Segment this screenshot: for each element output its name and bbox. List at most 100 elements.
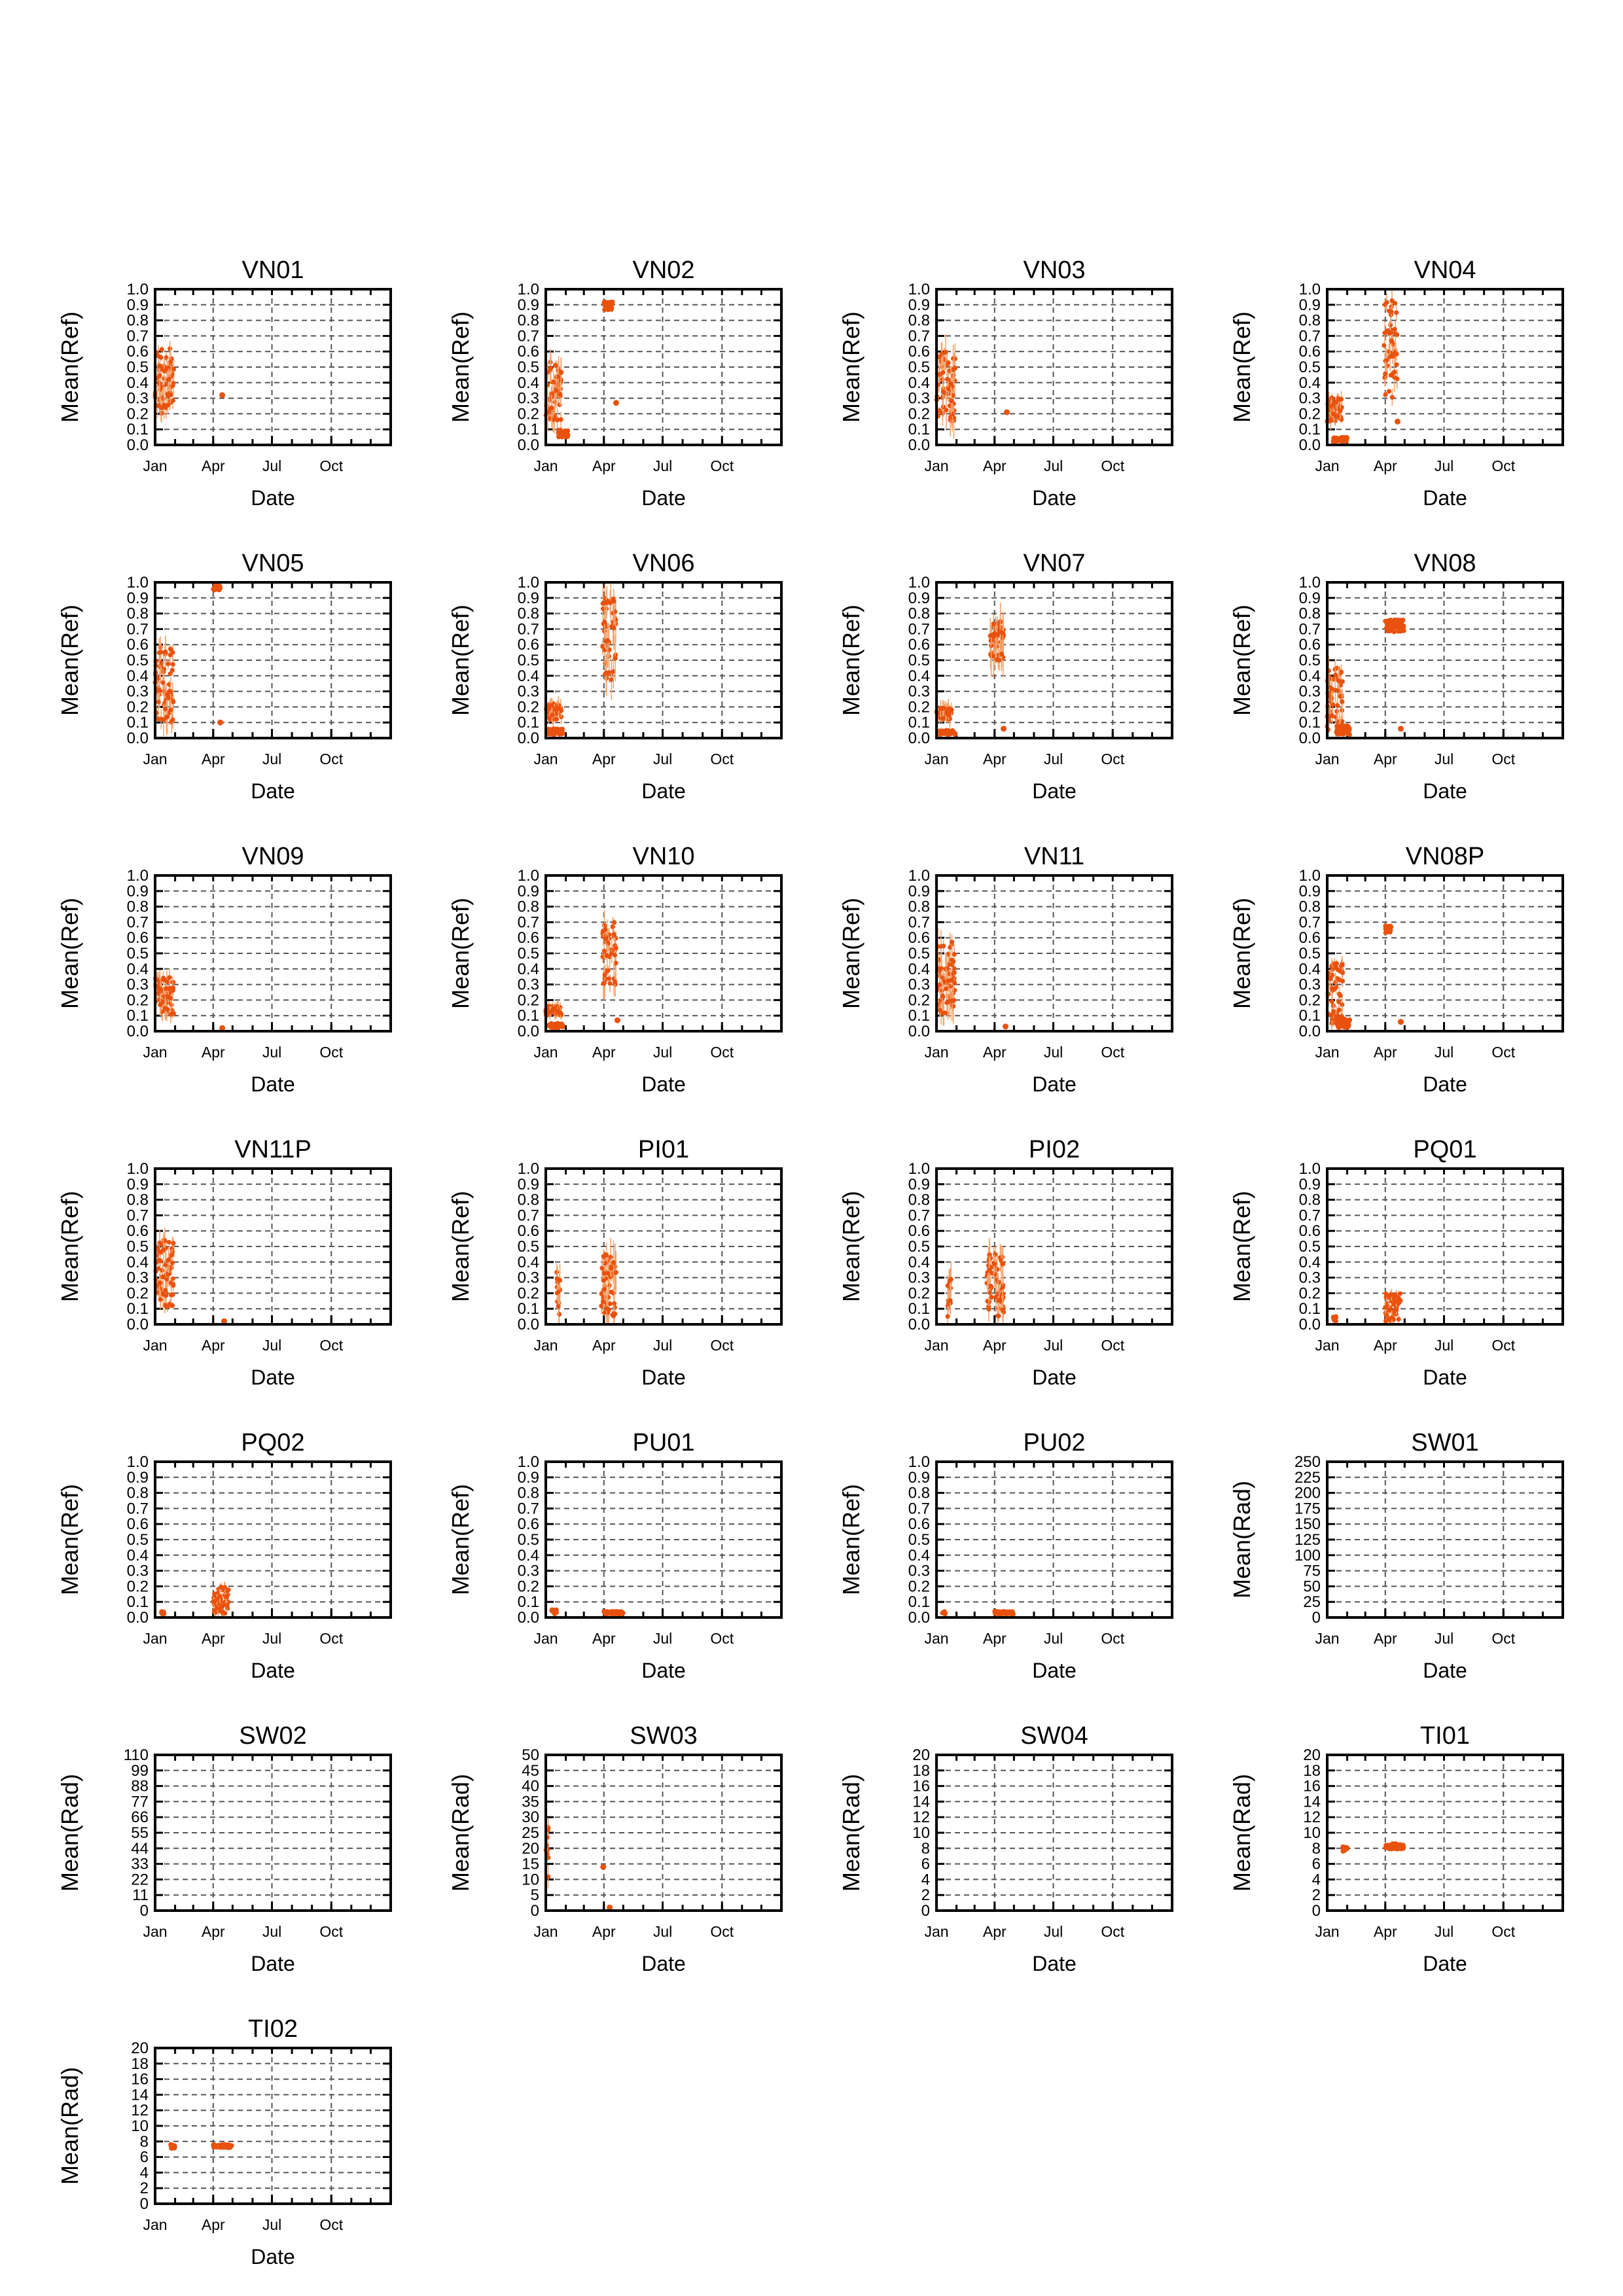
chart-vn01-point bbox=[170, 398, 175, 403]
chart-pi02-ytick-label: 0.6 bbox=[908, 1222, 930, 1240]
chart-pq02-ylabel: Mean(Ref) bbox=[56, 1484, 83, 1595]
chart-vn02-ytick-label: 0.8 bbox=[518, 312, 539, 330]
chart-vn01-xtick-label: Apr bbox=[202, 457, 225, 474]
chart-vn01-ytick-label: 0.2 bbox=[127, 405, 149, 423]
chart-vn02-ytick-label: 0.9 bbox=[518, 296, 539, 314]
chart-vn04-point bbox=[1389, 304, 1394, 309]
chart-pi02-ytick-label: 0.9 bbox=[908, 1176, 930, 1193]
chart-vn08-point bbox=[1335, 703, 1340, 708]
chart-vn09-ytick-label: 0.0 bbox=[127, 1023, 149, 1040]
chart-pi02-xtick-label: Jul bbox=[1044, 1337, 1063, 1354]
chart-pi01-xtick-label: Apr bbox=[592, 1337, 616, 1354]
chart-pi02-point bbox=[996, 1280, 1001, 1285]
chart-vn08-ytick-label: 0.1 bbox=[1299, 714, 1321, 732]
chart-vn05-ytick-label: 0.8 bbox=[127, 605, 149, 623]
chart-vn09-point bbox=[158, 987, 163, 992]
chart-pi01-point bbox=[556, 1303, 561, 1309]
chart-pq02-point bbox=[211, 1608, 217, 1614]
chart-vn04-point bbox=[1329, 395, 1334, 400]
chart-vn08-ytick-label: 0.5 bbox=[1299, 652, 1321, 669]
chart-sw02-ytick-label: 44 bbox=[131, 1840, 149, 1858]
chart-sw01-xtick-label: Oct bbox=[1491, 1630, 1515, 1647]
chart-pi01-frame bbox=[544, 1167, 783, 1326]
chart-vn11p-xtick-label: Jan bbox=[143, 1337, 167, 1354]
chart-vn02-ylabel: Mean(Ref) bbox=[447, 311, 474, 423]
chart-sw04-ytick-label: 0 bbox=[921, 1902, 930, 1920]
chart-vn11-xtick-label: Jan bbox=[924, 1044, 948, 1061]
chart-vn08-point bbox=[1388, 618, 1393, 623]
chart-sw01-ytick-label: 50 bbox=[1303, 1578, 1321, 1595]
chart-pu01-xlabel: Date bbox=[641, 1659, 686, 1682]
chart-pu01-xtick-label: Jul bbox=[653, 1630, 672, 1647]
chart-vn03-ytick-label: 0.4 bbox=[908, 374, 930, 392]
chart-vn04-title: VN04 bbox=[1414, 256, 1476, 284]
chart-vn07-point bbox=[946, 711, 952, 716]
chart-vn06-point bbox=[611, 599, 616, 604]
chart-sw02-ytick-label: 110 bbox=[124, 1746, 149, 1764]
chart-vn05-xlabel: Date bbox=[251, 779, 295, 803]
chart-vn08p-ytick-label: 0.5 bbox=[1299, 945, 1321, 963]
chart-pq01-point bbox=[1383, 1305, 1388, 1310]
chart-vn07-ytick-label: 0.7 bbox=[908, 620, 930, 638]
chart-vn04-point bbox=[1388, 322, 1393, 328]
chart-vn02-point bbox=[554, 388, 559, 393]
chart-pq01-ylabel: Mean(Ref) bbox=[1228, 1191, 1255, 1302]
chart-vn08-ytick-label: 0.9 bbox=[1299, 590, 1321, 607]
chart-vn01-point bbox=[159, 347, 164, 352]
chart-sw03-frame bbox=[544, 1754, 783, 1912]
chart-vn09-xtick-label: Jul bbox=[262, 1044, 281, 1061]
chart-pi02-point bbox=[987, 1267, 992, 1273]
chart-vn11p-point bbox=[163, 1303, 168, 1308]
chart-vn05-point bbox=[168, 707, 173, 713]
chart-vn09-xtick-label: Oct bbox=[319, 1044, 343, 1061]
chart-vn10-point bbox=[603, 936, 609, 942]
chart-vn10-point bbox=[612, 920, 617, 925]
chart-vn03-xlabel: Date bbox=[1032, 486, 1077, 510]
chart-vn05-ytick-label: 0.0 bbox=[127, 730, 149, 747]
chart-vn01-ytick-label: 0.1 bbox=[127, 421, 149, 438]
chart-vn11-ytick-label: 0.9 bbox=[908, 883, 930, 900]
chart-sw02-ytick-label: 99 bbox=[131, 1762, 149, 1780]
chart-vn05: VN05 0.00.10.20.30.40.50.60.70.80.91.0 Jan… bbox=[56, 550, 392, 803]
chart-vn04-point bbox=[1334, 414, 1340, 419]
chart-vn08p-ytick-label: 0.4 bbox=[1299, 961, 1321, 978]
chart-vn08-xtick-label: Jan bbox=[1315, 751, 1339, 768]
chart-vn10-point bbox=[614, 1017, 620, 1023]
chart-sw01-ytick-label: 250 bbox=[1294, 1453, 1321, 1471]
chart-vn05-xtick-label: Jul bbox=[262, 751, 281, 768]
chart-vn10-ytick-label: 0.9 bbox=[518, 883, 539, 900]
chart-vn02-point bbox=[558, 417, 563, 422]
chart-vn06-point bbox=[602, 620, 607, 625]
chart-vn11-point bbox=[944, 986, 949, 991]
chart-vn01-title: VN01 bbox=[241, 256, 304, 284]
chart-vn11-ytick-label: 0.6 bbox=[908, 929, 930, 947]
chart-vn11p-point bbox=[163, 1288, 168, 1293]
chart-pq02-point bbox=[223, 1585, 228, 1590]
chart-pu02-xtick-label: Jul bbox=[1044, 1630, 1063, 1647]
chart-vn10-data-points bbox=[543, 910, 620, 1031]
chart-vn05-frame bbox=[154, 581, 392, 739]
chart-vn08p-point bbox=[1397, 1019, 1404, 1025]
chart-sw02-ytick-label: 22 bbox=[131, 1871, 149, 1888]
chart-pu01-ytick-label: 0.8 bbox=[518, 1485, 539, 1502]
chart-vn02-point bbox=[549, 405, 554, 410]
chart-sw03-ytick-label: 35 bbox=[522, 1793, 539, 1810]
chart-vn08-point bbox=[1393, 619, 1399, 624]
chart-vn06-point bbox=[605, 638, 611, 643]
chart-vn11p-ytick-label: 0.4 bbox=[127, 1254, 149, 1271]
chart-sw03-ytick-label: 10 bbox=[522, 1871, 539, 1888]
chart-vn09-frame bbox=[154, 874, 392, 1033]
chart-vn03-ylabel: Mean(Ref) bbox=[838, 311, 865, 423]
chart-vn04-point bbox=[1389, 338, 1394, 344]
chart-vn01-point bbox=[168, 346, 173, 351]
chart-vn09-point bbox=[166, 995, 171, 1000]
chart-pi02-point bbox=[995, 1292, 1001, 1297]
chart-pq02-ytick-label: 0.3 bbox=[127, 1563, 149, 1580]
chart-ti01-ytick-label: 0 bbox=[1312, 1902, 1321, 1920]
chart-vn06-point bbox=[553, 729, 558, 734]
chart-vn05-point bbox=[157, 688, 162, 693]
chart-pi01-ytick-label: 0.5 bbox=[518, 1238, 539, 1256]
chart-pi01-xlabel: Date bbox=[641, 1366, 686, 1389]
chart-vn02-point bbox=[606, 301, 611, 306]
